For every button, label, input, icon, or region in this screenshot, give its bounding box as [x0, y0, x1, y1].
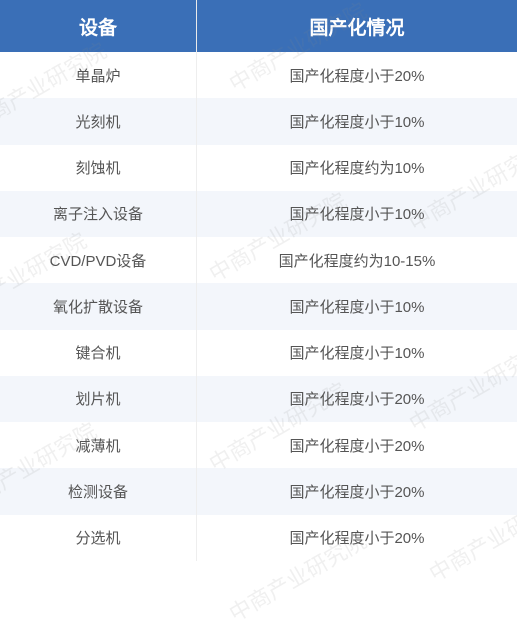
cell-equipment: 键合机 — [0, 330, 196, 376]
table-row: 键合机国产化程度小于10% — [0, 330, 517, 376]
table-row: 离子注入设备国产化程度小于10% — [0, 191, 517, 237]
table-row: 刻蚀机国产化程度约为10% — [0, 145, 517, 191]
cell-equipment: CVD/PVD设备 — [0, 237, 196, 283]
cell-equipment: 氧化扩散设备 — [0, 283, 196, 329]
table-row: 划片机国产化程度小于20% — [0, 376, 517, 422]
table-row: 氧化扩散设备国产化程度小于10% — [0, 283, 517, 329]
col-header-status: 国产化情况 — [196, 0, 517, 52]
cell-status: 国产化程度约为10-15% — [196, 237, 517, 283]
cell-equipment: 单晶炉 — [0, 52, 196, 98]
table-header-row: 设备 国产化情况 — [0, 0, 517, 52]
cell-equipment: 刻蚀机 — [0, 145, 196, 191]
cell-status: 国产化程度约为10% — [196, 145, 517, 191]
table-row: 分选机国产化程度小于20% — [0, 515, 517, 561]
cell-status: 国产化程度小于20% — [196, 52, 517, 98]
cell-status: 国产化程度小于10% — [196, 98, 517, 144]
cell-equipment: 光刻机 — [0, 98, 196, 144]
cell-status: 国产化程度小于20% — [196, 468, 517, 514]
table-row: CVD/PVD设备国产化程度约为10-15% — [0, 237, 517, 283]
cell-status: 国产化程度小于10% — [196, 330, 517, 376]
cell-status: 国产化程度小于20% — [196, 376, 517, 422]
col-header-equipment: 设备 — [0, 0, 196, 52]
table-row: 检测设备国产化程度小于20% — [0, 468, 517, 514]
localization-table: 设备 国产化情况 单晶炉国产化程度小于20% 光刻机国产化程度小于10% 刻蚀机… — [0, 0, 517, 561]
cell-status: 国产化程度小于10% — [196, 191, 517, 237]
cell-status: 国产化程度小于10% — [196, 283, 517, 329]
cell-equipment: 离子注入设备 — [0, 191, 196, 237]
cell-equipment: 划片机 — [0, 376, 196, 422]
cell-equipment: 检测设备 — [0, 468, 196, 514]
table-body: 单晶炉国产化程度小于20% 光刻机国产化程度小于10% 刻蚀机国产化程度约为10… — [0, 52, 517, 561]
table-row: 光刻机国产化程度小于10% — [0, 98, 517, 144]
cell-status: 国产化程度小于20% — [196, 422, 517, 468]
cell-equipment: 减薄机 — [0, 422, 196, 468]
cell-status: 国产化程度小于20% — [196, 515, 517, 561]
cell-equipment: 分选机 — [0, 515, 196, 561]
table-row: 单晶炉国产化程度小于20% — [0, 52, 517, 98]
table-row: 减薄机国产化程度小于20% — [0, 422, 517, 468]
